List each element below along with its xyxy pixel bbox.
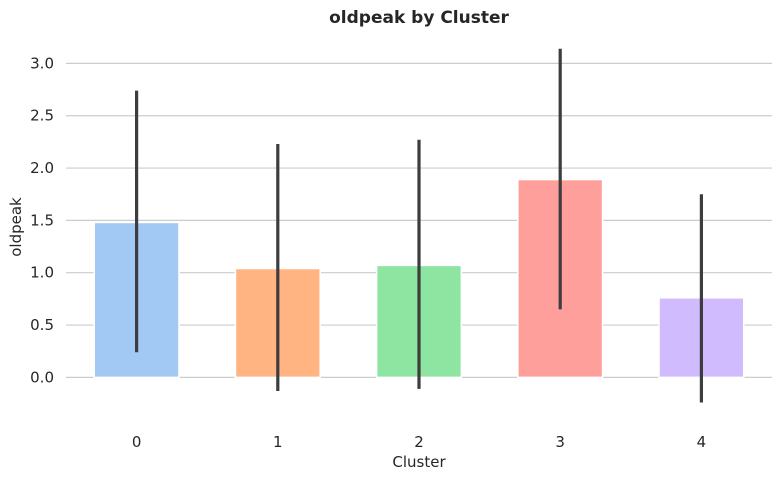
- y-tick-label: 0.5: [30, 316, 54, 334]
- x-tick-label: 2: [414, 433, 424, 451]
- y-tick-label: 1.5: [30, 211, 54, 229]
- y-axis-label: oldpeak: [7, 197, 25, 257]
- y-tick-label: 3.0: [30, 54, 54, 72]
- x-axis-label: Cluster: [392, 453, 446, 471]
- x-tick-label: 4: [697, 433, 707, 451]
- y-tick-label: 0.0: [30, 368, 54, 386]
- y-tick-label: 2.5: [30, 107, 54, 125]
- error-bars: [135, 48, 704, 403]
- x-axis-ticks: 0 1 2 3 4: [132, 433, 706, 451]
- chart-title: oldpeak by Cluster: [329, 8, 509, 28]
- y-tick-label: 2.0: [30, 159, 54, 177]
- y-tick-label: 1.0: [30, 264, 54, 282]
- x-tick-label: 3: [555, 433, 565, 451]
- x-tick-label: 0: [132, 433, 142, 451]
- y-axis-ticks: 0.0 0.5 1.0 1.5 2.0 2.5 3.0: [30, 54, 54, 386]
- x-tick-label: 1: [273, 433, 283, 451]
